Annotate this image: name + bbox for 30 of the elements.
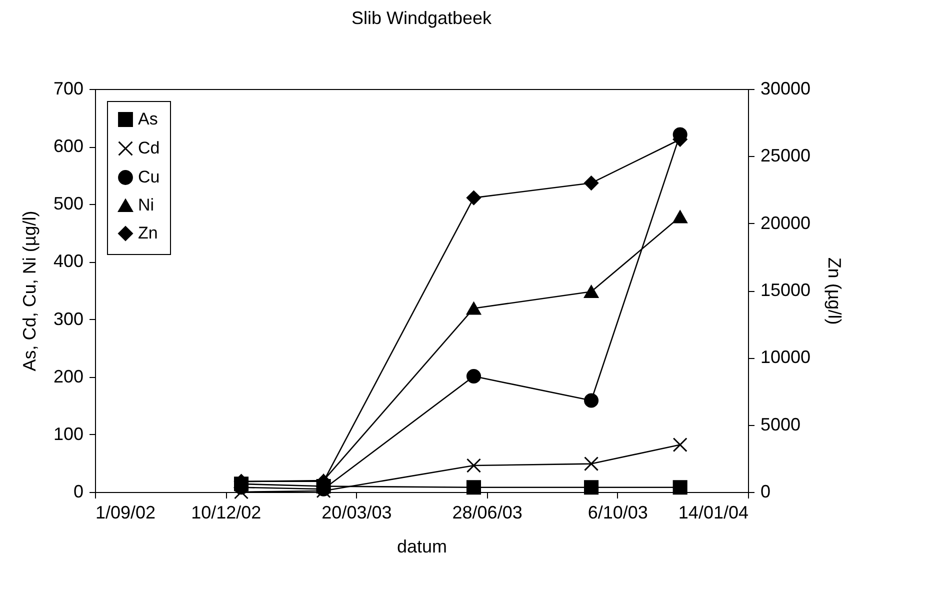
legend-label: Cd xyxy=(138,138,160,158)
y2-tick-label: 5000 xyxy=(760,414,801,434)
y2-tick-label: 25000 xyxy=(760,146,811,166)
y-tick-label: 600 xyxy=(53,136,84,156)
chart-title: Slib Windgatbeek xyxy=(351,8,493,28)
legend-label: Zn xyxy=(138,224,158,242)
y-tick-label: 300 xyxy=(53,308,84,329)
y-tick-label: 100 xyxy=(53,424,84,444)
y-tick-label: 700 xyxy=(53,78,84,98)
y2-tick-label: 0 xyxy=(760,482,771,502)
y2-tick-label: 15000 xyxy=(760,280,811,300)
x-tick-label: 6/10/03 xyxy=(588,502,648,522)
y-axis-title: As, Cd, Cu, Ni (µg/l) xyxy=(19,210,40,372)
x-tick-label: 20/03/03 xyxy=(322,502,392,522)
x-tick-label: 1/09/02 xyxy=(96,502,156,522)
x-tick-label: 14/01/04 xyxy=(678,502,748,522)
x-tick-label: 10/12/02 xyxy=(191,502,262,522)
legend-label: As xyxy=(138,110,158,128)
legend-label: Cu xyxy=(138,168,160,186)
y-tick-label: 500 xyxy=(53,194,84,214)
y2-tick-label: 20000 xyxy=(760,212,811,233)
x-axis-title: datum xyxy=(396,536,448,556)
legend-label: Ni xyxy=(138,196,154,214)
y-tick-label: 0 xyxy=(73,482,84,502)
y-tick-label: 400 xyxy=(53,251,84,272)
y-tick-label: 200 xyxy=(53,366,84,386)
y2-tick-label: 10000 xyxy=(760,347,811,368)
y2-axis-title: Zn (µg/l) xyxy=(824,257,845,325)
y2-tick-label: 30000 xyxy=(760,78,811,98)
x-tick-label: 28/06/03 xyxy=(452,502,522,522)
